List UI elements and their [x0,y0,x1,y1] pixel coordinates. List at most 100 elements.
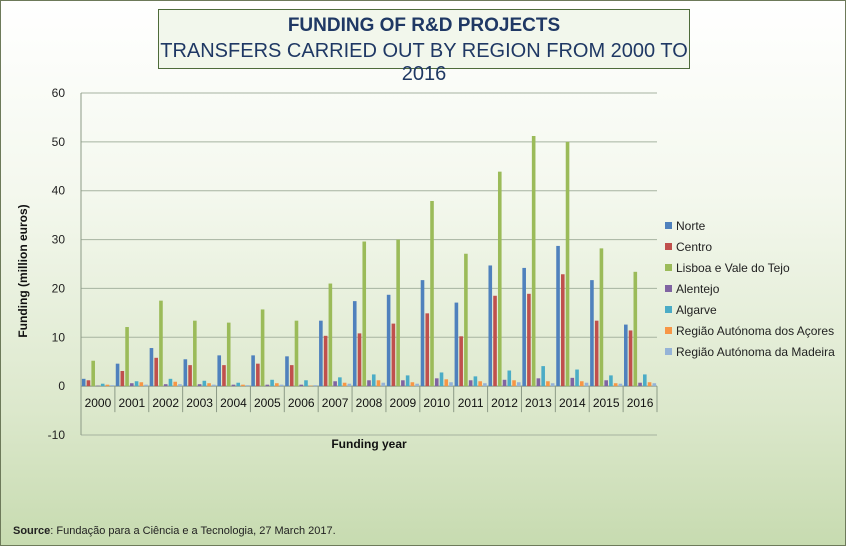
bar-regi-o-aut-noma-da-madeira-2001 [144,385,148,386]
bar-alentejo-2007 [333,381,337,386]
bar-algarve-2000 [101,384,105,386]
bar-algarve-2013 [541,366,545,386]
y-tick-label: 20 [52,281,66,295]
bar-regi-o-aut-noma-dos-a-ores-2008 [377,380,381,386]
bar-regi-o-aut-noma-da-madeira-2008 [381,383,385,386]
bar-regi-o-aut-noma-da-madeira-2010 [449,382,453,386]
bar-alentejo-2016 [638,383,642,386]
bar-alentejo-2004 [232,385,236,386]
bar-alentejo-2006 [299,385,303,386]
legend-item: Região Autónoma da Madeira [665,341,835,362]
bar-centro-2012 [493,296,497,386]
legend-item: Região Autónoma dos Açores [665,320,835,341]
legend-swatch [665,222,672,229]
bar-alentejo-2002 [164,384,168,386]
x-tick-label: 2006 [288,396,315,410]
bar-algarve-2016 [643,374,647,386]
bar-norte-2006 [285,356,289,386]
bar-lisboa-e-vale-do-tejo-2004 [227,323,231,387]
legend-label: Alentejo [676,282,719,296]
bar-lisboa-e-vale-do-tejo-2005 [261,309,265,386]
y-tick-label: 60 [52,86,66,100]
bar-lisboa-e-vale-do-tejo-2016 [634,272,638,386]
bar-regi-o-aut-noma-dos-a-ores-2012 [512,380,516,386]
bar-norte-2009 [387,295,391,386]
legend-swatch [665,264,672,271]
bar-regi-o-aut-noma-dos-a-ores-2014 [580,381,584,386]
bar-norte-2000 [82,379,86,386]
x-tick-label: 2003 [186,396,213,410]
bar-algarve-2008 [372,374,376,386]
legend-item: Centro [665,236,835,257]
bar-alentejo-2011 [469,380,473,386]
bar-alentejo-2005 [266,385,270,386]
bar-algarve-2015 [609,375,613,386]
bar-lisboa-e-vale-do-tejo-2010 [430,201,434,386]
y-axis-label: Funding (million euros) [16,204,30,337]
source-note: Source: Fundação para a Ciência e a Tecn… [13,525,336,537]
bar-alentejo-2009 [401,380,405,386]
legend-label: Região Autónoma dos Açores [676,324,834,338]
bar-algarve-2004 [236,383,240,386]
bar-lisboa-e-vale-do-tejo-2001 [125,327,129,386]
x-tick-label: 2009 [390,396,417,410]
bar-alentejo-2014 [570,378,574,386]
bar-lisboa-e-vale-do-tejo-2015 [600,248,604,386]
bar-centro-2011 [459,336,463,386]
legend-swatch [665,327,672,334]
bar-regi-o-aut-noma-dos-a-ores-2003 [207,383,211,386]
bar-alentejo-2015 [604,380,608,386]
bar-centro-2004 [222,365,226,386]
bar-lisboa-e-vale-do-tejo-2009 [396,240,400,387]
bar-regi-o-aut-noma-da-madeira-2011 [483,383,487,386]
bar-norte-2003 [184,359,188,386]
bar-algarve-2007 [338,377,342,386]
legend-label: Algarve [676,303,717,317]
x-tick-label: 2004 [220,396,247,410]
bar-algarve-2003 [203,381,207,386]
bar-centro-2006 [290,365,294,386]
bar-centro-2002 [154,358,158,386]
legend-swatch [665,348,672,355]
bar-lisboa-e-vale-do-tejo-2014 [566,142,570,386]
x-tick-label: 2008 [356,396,383,410]
legend-label: Centro [676,240,712,254]
bar-centro-2008 [358,333,362,386]
bar-norte-2011 [455,303,459,387]
legend-item: Algarve [665,299,835,320]
bar-centro-2010 [425,313,429,386]
bar-centro-2001 [121,371,125,386]
legend-swatch [665,285,672,292]
bar-regi-o-aut-noma-da-madeira-2015 [619,384,623,386]
bar-algarve-2012 [507,371,511,387]
x-tick-label: 2010 [423,396,450,410]
bar-norte-2002 [150,348,154,386]
bar-centro-2009 [392,324,396,387]
x-tick-label: 2001 [118,396,145,410]
bar-centro-2000 [87,380,91,386]
x-tick-label: 2000 [85,396,112,410]
bar-regi-o-aut-noma-dos-a-ores-2000 [106,385,110,386]
bar-centro-2015 [595,321,599,386]
bar-norte-2012 [488,265,492,386]
bar-lisboa-e-vale-do-tejo-2013 [532,136,536,386]
y-tick-label: -10 [48,428,66,442]
legend-item: Norte [665,215,835,236]
x-tick-label: 2012 [491,396,518,410]
bar-regi-o-aut-noma-dos-a-ores-2005 [275,383,279,386]
bar-centro-2005 [256,364,260,386]
bar-lisboa-e-vale-do-tejo-2006 [295,321,299,386]
bar-algarve-2009 [406,375,410,386]
bar-centro-2016 [629,330,633,386]
bar-regi-o-aut-noma-da-madeira-2014 [585,383,589,386]
bar-lisboa-e-vale-do-tejo-2011 [464,254,468,386]
y-tick-label: 10 [52,330,66,344]
bar-norte-2005 [251,355,255,386]
y-tick-label: 30 [52,233,66,247]
bar-regi-o-aut-noma-da-madeira-2006 [314,385,318,386]
bar-regi-o-aut-noma-dos-a-ores-2013 [546,381,550,386]
bar-regi-o-aut-noma-da-madeira-2007 [348,384,352,386]
x-tick-label: 2015 [593,396,620,410]
